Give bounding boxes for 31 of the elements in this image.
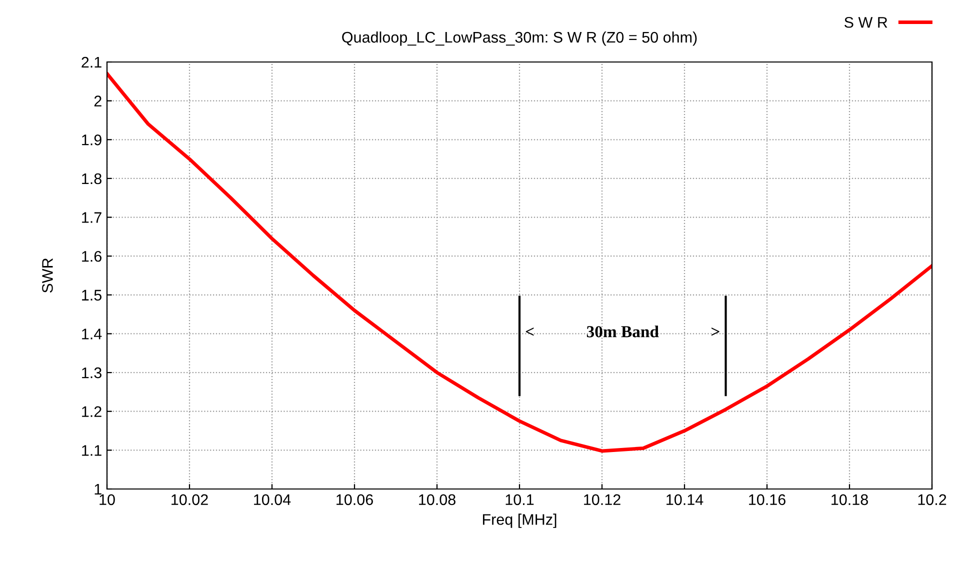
y-tick-label: 1.3 [82,367,102,378]
x-tick-label: 10.1 [506,494,534,506]
x-tick-label: 10.08 [419,494,456,506]
x-tick-label: 10.06 [336,494,373,506]
chart-title: Quadloop_LC_LowPass_30m: S W R (Z0 = 50 ohm) [342,31,697,46]
x-tick-label: 10.12 [584,494,620,506]
y-tick-label: 1.6 [82,250,102,262]
line-series [107,72,932,453]
x-tick-label: 10.18 [832,494,868,506]
y-tick-label: 1.9 [82,134,102,146]
y-tick-label: 1.4 [82,328,102,340]
y-tick-label: 2 [94,96,102,106]
y-tick-label: 2.1 [82,56,102,68]
y-axis-title: SWR [42,258,53,293]
x-tick-label: 10 [100,494,115,506]
y-tick-label: 1.7 [82,212,102,223]
x-tick-label: 10.14 [666,494,704,506]
annotation: > [712,327,720,336]
y-tick-label: 1.2 [82,406,102,417]
annotation: 30m Band [586,326,659,338]
annotation: < [526,327,534,336]
y-tick-label: 1.5 [82,290,102,301]
x-tick-label: 10.02 [172,494,208,506]
legend-label: S W R [844,16,888,28]
x-axis-title: Freq [MHz] [482,514,556,528]
x-tick-label: 10.2 [918,494,946,506]
y-tick-label: 1.1 [82,445,102,456]
y-tick-label: 1.8 [82,173,102,184]
x-tick-label: 10.04 [254,494,291,506]
x-tick-label: 10.16 [749,494,786,506]
y-tick-label: 1 [94,484,102,495]
